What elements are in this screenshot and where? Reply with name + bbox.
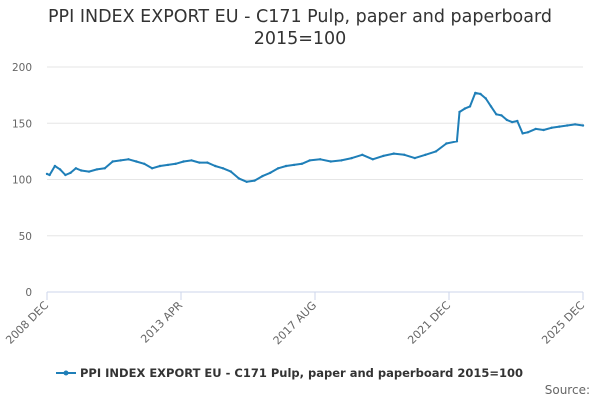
chart-title: PPI INDEX EXPORT EU - C171 Pulp, paper a… (0, 6, 600, 50)
x-axis: 2008 DEC 2013 APR 2017 AUG 2021 DEC 2025 DEC (3, 291, 587, 348)
y-tick-label-150: 150 (12, 118, 32, 130)
data-point-2024-12[interactable] (550, 126, 553, 129)
data-point-2016-10[interactable] (292, 163, 296, 167)
series-layer[interactable] (45, 91, 585, 183)
x-tick-label-0: 2008 DEC (3, 299, 51, 347)
data-point-2011-01[interactable] (111, 160, 114, 163)
data-point-2015-01[interactable] (237, 177, 240, 180)
data-point-2023-09[interactable] (510, 120, 514, 124)
data-point-2014-04[interactable] (214, 164, 217, 168)
data-point-2009-09[interactable] (69, 171, 72, 174)
data-point-2019-12[interactable] (392, 152, 395, 155)
gridlines (47, 66, 583, 293)
data-point-2021-12[interactable] (455, 140, 459, 143)
data-point-2023-11[interactable] (516, 119, 519, 123)
data-point-2024-03[interactable] (526, 131, 529, 134)
data-point-2014-10[interactable] (229, 170, 233, 173)
x-tick-label-3: 2021 DEC (405, 299, 453, 347)
legend-dot-marker (63, 370, 69, 376)
data-point-2009-01[interactable] (48, 173, 51, 177)
data-point-2015-04[interactable] (245, 180, 248, 183)
data-point-2019-04[interactable] (371, 158, 374, 161)
data-point-2009-11[interactable] (74, 167, 78, 170)
x-tick-label-1: 2013 APR (138, 299, 185, 346)
data-point-2016-01[interactable] (269, 171, 272, 174)
data-point-2013-04[interactable] (182, 160, 185, 163)
chart-title-line: PPI INDEX EXPORT EU - C171 Pulp, paper a… (48, 7, 552, 27)
data-point-2021-08[interactable] (445, 142, 448, 145)
data-point-2023-01[interactable] (489, 105, 493, 108)
data-point-2020-04[interactable] (403, 153, 406, 156)
x-tick-label-4: 2025 DEC (539, 299, 587, 347)
data-point-2009-03[interactable] (53, 164, 57, 168)
data-point-2012-07[interactable] (158, 164, 162, 168)
data-point-2022-11[interactable] (484, 97, 487, 100)
data-point-2022-05[interactable] (468, 105, 472, 108)
data-point-2017-04[interactable] (308, 159, 311, 162)
data-point-2021-04[interactable] (434, 150, 438, 153)
data-point-2025-09[interactable] (573, 123, 577, 126)
y-axis-ticks: 0 50 100 150 200 (12, 62, 32, 299)
data-point-2024-01[interactable] (521, 132, 524, 135)
y-tick-label-100: 100 (12, 175, 32, 187)
data-point-2018-04[interactable] (340, 159, 343, 162)
data-point-2013-01[interactable] (174, 162, 177, 165)
data-point-2025-12[interactable] (581, 124, 585, 127)
data-point-2013-07[interactable] (190, 159, 193, 162)
data-point-2012-10[interactable] (166, 163, 170, 167)
data-point-2011-07[interactable] (127, 158, 130, 161)
data-point-2016-04[interactable] (277, 167, 280, 170)
data-point-2015-10[interactable] (261, 174, 264, 178)
data-point-2022-03[interactable] (463, 107, 466, 110)
data-point-2011-04[interactable] (119, 159, 122, 162)
data-point-2017-01[interactable] (300, 162, 304, 165)
data-point-2025-06[interactable] (566, 124, 569, 127)
data-point-2023-03[interactable] (495, 113, 498, 116)
series-line-0[interactable] (46, 91, 584, 183)
legend-label[interactable]: PPI INDEX EXPORT EU - C171 Pulp, paper a… (80, 366, 523, 380)
x-tick-label-2: 2017 AUG (271, 299, 320, 348)
data-point-2010-10[interactable] (103, 167, 107, 170)
data-point-2022-09[interactable] (479, 92, 482, 96)
data-point-2017-12[interactable] (329, 160, 332, 163)
data-point-2012-01[interactable] (143, 162, 146, 165)
data-point-2014-07[interactable] (221, 167, 225, 170)
data-point-2018-12[interactable] (361, 153, 364, 156)
data-point-2010-07[interactable] (95, 168, 99, 171)
data-point-2010-01[interactable] (80, 169, 83, 172)
data-point-2022-01[interactable] (458, 110, 461, 114)
data-point-2023-05[interactable] (500, 114, 503, 117)
data-point-2023-07[interactable] (505, 118, 508, 122)
y-tick-label-200: 200 (12, 62, 32, 74)
data-point-2024-09[interactable] (542, 128, 545, 132)
data-point-2017-08[interactable] (319, 158, 322, 161)
data-point-2018-08[interactable] (350, 156, 353, 160)
data-point-2024-06[interactable] (534, 127, 537, 131)
legend[interactable]: PPI INDEX EXPORT EU - C171 Pulp, paper a… (56, 366, 523, 380)
data-point-2020-12[interactable] (424, 153, 427, 156)
data-point-2013-10[interactable] (198, 161, 201, 164)
data-point-2011-10[interactable] (135, 160, 138, 163)
y-tick-label-0: 0 (25, 287, 32, 299)
data-point-2008-12[interactable] (45, 172, 49, 176)
data-point-2016-07[interactable] (284, 164, 288, 168)
chart-subtitle-line: 2015=100 (253, 29, 347, 49)
data-point-2015-07[interactable] (253, 179, 256, 182)
data-point-2019-08[interactable] (382, 154, 385, 158)
data-point-2025-03[interactable] (558, 125, 561, 128)
data-point-2012-04[interactable] (150, 167, 154, 170)
data-point-2014-01[interactable] (206, 161, 209, 164)
data-point-2020-08[interactable] (413, 156, 416, 160)
data-point-2009-07[interactable] (64, 173, 67, 177)
data-point-2010-04[interactable] (87, 170, 91, 173)
source-label: Source: (545, 383, 590, 397)
data-point-2022-07[interactable] (474, 91, 477, 95)
data-point-2009-05[interactable] (58, 168, 62, 171)
y-tick-label-50: 50 (19, 231, 32, 243)
